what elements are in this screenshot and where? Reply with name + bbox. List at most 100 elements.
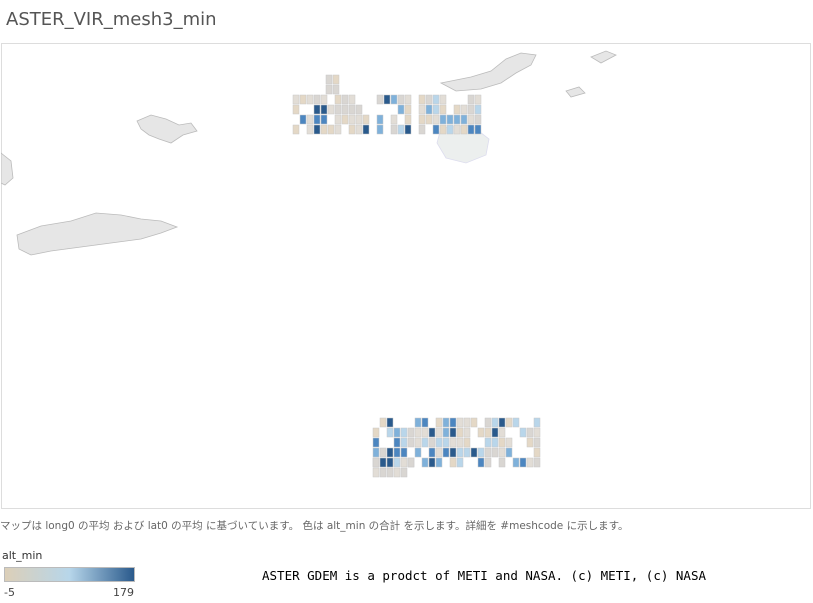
mesh-cell (418, 124, 426, 135)
mesh-cell (442, 447, 450, 458)
mesh-cell (404, 124, 412, 135)
mesh-cell (386, 457, 394, 468)
mesh-cell (407, 437, 415, 448)
mesh-cell (533, 447, 541, 458)
mesh-cell (414, 427, 422, 438)
mesh-cell (446, 124, 454, 135)
mesh-cell (421, 417, 429, 428)
mesh-cell (404, 94, 412, 105)
mesh-cell (484, 427, 492, 438)
caption: マップは long0 の平均 および lat0 の平均 に基づいています。 色は… (0, 520, 629, 532)
mesh-cell (320, 94, 328, 105)
mesh-cell (306, 114, 314, 125)
mesh-cell (334, 124, 342, 135)
mesh-cell (397, 104, 405, 115)
mesh-cell (362, 124, 370, 135)
mesh-cell (414, 447, 422, 458)
mesh-cell (425, 114, 433, 125)
mesh-cell (348, 104, 356, 115)
mesh-cell (400, 457, 408, 468)
mesh-cell (306, 94, 314, 105)
mesh-cell (393, 427, 401, 438)
mesh-cell (320, 114, 328, 125)
mesh-cell (313, 104, 321, 115)
mesh-cell (460, 114, 468, 125)
mesh-cell (386, 447, 394, 458)
mesh-cell (325, 84, 333, 95)
mesh-cell (484, 417, 492, 428)
mesh-cell (435, 437, 443, 448)
mesh-cell (379, 457, 387, 468)
mesh-cell (526, 427, 534, 438)
mesh-cell (362, 114, 370, 125)
mesh-cell (533, 457, 541, 468)
mesh-cell (379, 417, 387, 428)
mesh-cell (400, 437, 408, 448)
mesh-cell (446, 114, 454, 125)
mesh-cell (456, 457, 464, 468)
mesh-cell (470, 447, 478, 458)
mesh-cell (390, 114, 398, 125)
mesh-cell (428, 457, 436, 468)
mesh-cell (372, 437, 380, 448)
mesh-cell (332, 84, 340, 95)
mesh-cell (491, 437, 499, 448)
mesh-cell (348, 94, 356, 105)
mesh-cell (313, 114, 321, 125)
mesh-cell (460, 124, 468, 135)
mesh-cell (491, 447, 499, 458)
mesh-cell (526, 437, 534, 448)
mesh-cell (467, 124, 475, 135)
mesh-cell (519, 427, 527, 438)
mesh-cell (467, 104, 475, 115)
mesh-cell (477, 447, 485, 458)
mesh-cell (425, 94, 433, 105)
mesh-cell (334, 94, 342, 105)
mesh-cell (418, 104, 426, 115)
mesh-cell (379, 467, 387, 478)
mesh-cell (386, 417, 394, 428)
mesh-cell (418, 114, 426, 125)
mesh-cell (505, 447, 513, 458)
mesh-cell (407, 427, 415, 438)
mesh-cell (533, 437, 541, 448)
mesh-cell (404, 104, 412, 115)
mesh-cell (313, 124, 321, 135)
mesh-cell (432, 94, 440, 105)
mesh-cell (421, 427, 429, 438)
mesh-cell (393, 457, 401, 468)
mesh-cell (477, 427, 485, 438)
mesh-cell (449, 417, 457, 428)
mesh-cell (512, 417, 520, 428)
mesh-cell (533, 427, 541, 438)
mesh-cell (484, 457, 492, 468)
mesh-cell (439, 104, 447, 115)
mesh-cell (456, 417, 464, 428)
mesh-cell (474, 124, 482, 135)
mesh-cell (435, 427, 443, 438)
mesh-cell (355, 124, 363, 135)
mesh-cell (463, 417, 471, 428)
mesh-cell (453, 124, 461, 135)
mesh-cell (372, 427, 380, 438)
mesh-cell (491, 417, 499, 428)
mesh-cell (327, 104, 335, 115)
mesh-cell (467, 114, 475, 125)
mesh-cell (453, 104, 461, 115)
mesh-cell (449, 457, 457, 468)
mesh-cell (320, 104, 328, 115)
mesh-cell (442, 417, 450, 428)
mesh-cell (449, 437, 457, 448)
mesh-cell (439, 124, 447, 135)
mesh-cell (442, 427, 450, 438)
mesh-cell (456, 447, 464, 458)
mesh-cell (512, 457, 520, 468)
mesh-cell (332, 74, 340, 85)
mesh-cell (460, 104, 468, 115)
mesh-cell (393, 437, 401, 448)
mesh-cell (432, 104, 440, 115)
mesh-cell (292, 124, 300, 135)
mesh-cell (355, 104, 363, 115)
mesh-cell (292, 94, 300, 105)
mesh-cell (397, 94, 405, 105)
